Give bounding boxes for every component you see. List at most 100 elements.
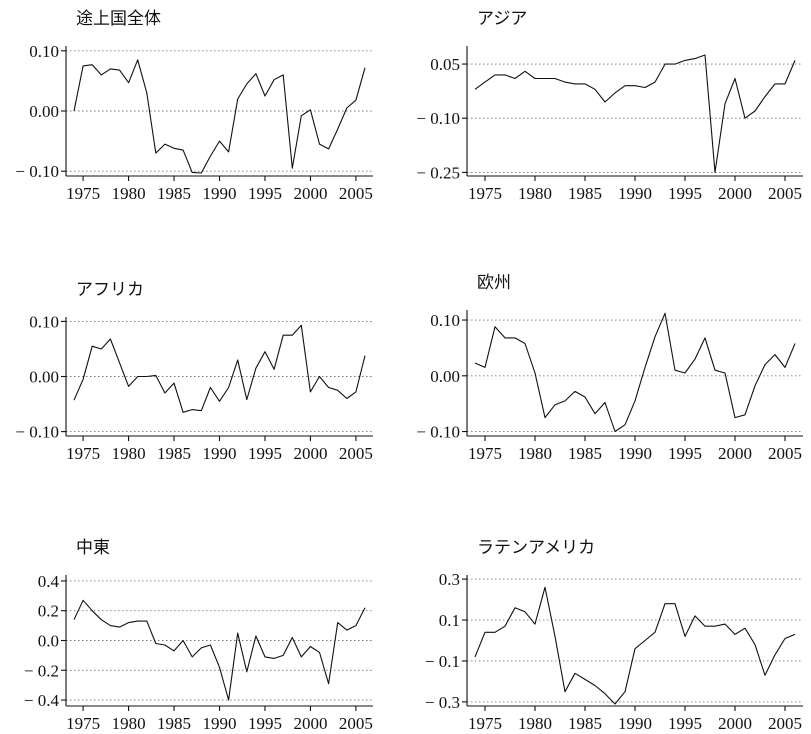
data-point — [504, 337, 506, 339]
data-point — [514, 607, 516, 609]
data-point — [574, 390, 576, 392]
data-point — [136, 59, 138, 61]
x-tick-label: 2005 — [768, 714, 802, 733]
x-tick-label: 1980 — [112, 444, 146, 463]
chart-title: アジア — [477, 9, 527, 29]
data-point — [300, 115, 302, 117]
data-point — [684, 59, 686, 61]
data-point — [484, 81, 486, 83]
data-point — [218, 666, 220, 668]
data-point — [364, 66, 366, 68]
data-point — [544, 77, 546, 79]
data-point — [744, 117, 746, 119]
data-point — [734, 633, 736, 635]
data-point — [255, 635, 257, 637]
data-point — [724, 372, 726, 374]
data-point — [209, 644, 211, 646]
data-point — [704, 337, 706, 339]
data-point — [504, 625, 506, 627]
data-point — [173, 147, 175, 149]
chart-panel: 中東 0.4 0.2 0.0 − 0.2 − 0.4 1975 1980 1985 1990 199… — [24, 538, 373, 733]
data-point — [82, 65, 84, 67]
data-point — [318, 375, 320, 377]
data-point — [694, 57, 696, 59]
data-point — [136, 375, 138, 377]
chart-title: 途上国全体 — [76, 9, 161, 29]
y-tick-label: − 0.10 — [416, 423, 460, 442]
data-point — [794, 59, 796, 61]
y-tick-label: 0.3 — [439, 570, 460, 589]
data-point — [624, 85, 626, 87]
x-tick-label: 1985 — [157, 184, 191, 203]
x-tick-label: 1980 — [518, 184, 552, 203]
data-point — [564, 81, 566, 83]
series-line — [474, 312, 796, 433]
x-tick-label: 1985 — [568, 184, 602, 203]
data-point — [118, 69, 120, 71]
x-tick-label: 1995 — [668, 444, 702, 463]
data-point — [754, 643, 756, 645]
data-point — [744, 627, 746, 629]
data-point — [794, 633, 796, 635]
data-point — [734, 77, 736, 79]
chart-panel: ラテンアメリカ 0.3 0.1 − 0.1 − 0.3 1975 1980 1985 1990 1… — [425, 538, 803, 733]
data-point — [227, 699, 229, 701]
data-point — [355, 624, 357, 626]
data-point — [264, 95, 266, 97]
data-point — [494, 631, 496, 633]
x-tick-label: 1975 — [468, 714, 502, 733]
data-point — [218, 140, 220, 142]
data-point — [604, 401, 606, 403]
data-point — [100, 348, 102, 350]
data-point — [634, 400, 636, 402]
data-point — [291, 334, 293, 336]
data-point — [674, 369, 676, 371]
x-tick-label: 1975 — [66, 714, 100, 733]
data-point — [191, 171, 193, 173]
data-point — [724, 623, 726, 625]
data-point — [118, 362, 120, 364]
data-point — [282, 74, 284, 76]
data-point — [574, 672, 576, 674]
data-point — [474, 362, 476, 364]
data-point — [644, 639, 646, 641]
data-point — [300, 324, 302, 326]
data-point — [364, 354, 366, 356]
data-point — [694, 615, 696, 617]
data-point — [191, 408, 193, 410]
data-point — [764, 363, 766, 365]
data-point — [674, 602, 676, 604]
data-point — [554, 77, 556, 79]
data-point — [654, 81, 656, 83]
data-point — [674, 63, 676, 65]
data-point — [544, 416, 546, 418]
data-point — [136, 620, 138, 622]
data-point — [634, 85, 636, 87]
data-point — [173, 650, 175, 652]
data-point — [514, 337, 516, 339]
data-point — [182, 411, 184, 413]
data-point — [146, 92, 148, 94]
data-point — [91, 63, 93, 65]
data-point — [624, 690, 626, 692]
x-tick-label: 1980 — [112, 184, 146, 203]
data-point — [594, 88, 596, 90]
data-point — [604, 101, 606, 103]
chart-panel: 欧州 0.10 0.00 − 0.10 1975 1980 1985 1990 1995 2000… — [416, 273, 803, 463]
data-point — [164, 143, 166, 145]
data-point — [182, 149, 184, 151]
data-point — [127, 385, 129, 387]
data-point — [346, 397, 348, 399]
x-tick-label: 1990 — [618, 714, 652, 733]
y-tick-label: 0.10 — [430, 311, 460, 330]
data-point — [346, 629, 348, 631]
data-point — [155, 374, 157, 376]
data-point — [200, 172, 202, 174]
data-point — [273, 79, 275, 81]
data-point — [209, 386, 211, 388]
data-point — [634, 647, 636, 649]
data-point — [255, 72, 257, 74]
data-point — [774, 83, 776, 85]
x-tick-label: 1995 — [248, 444, 282, 463]
